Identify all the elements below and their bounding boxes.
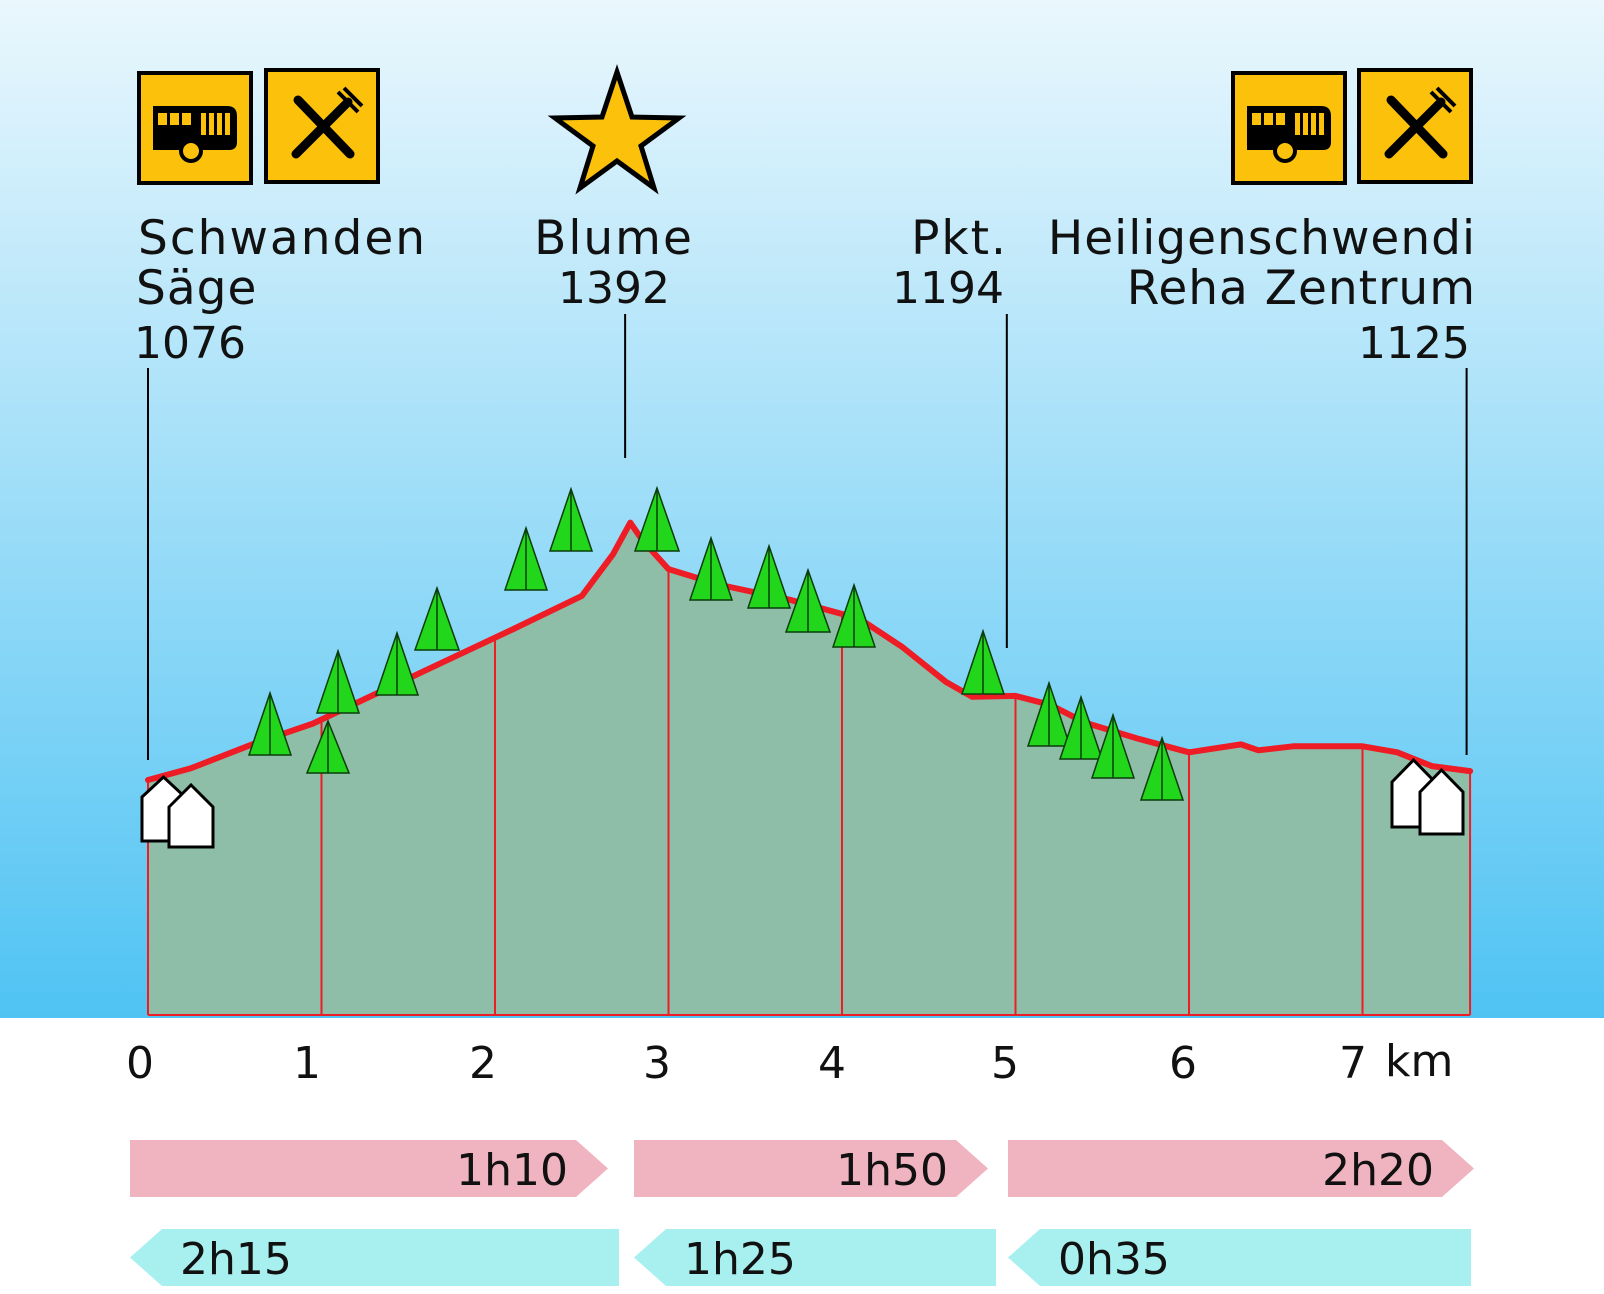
tree-icon: [960, 628, 1006, 695]
x-axis-unit: km: [1385, 1036, 1453, 1087]
forward-time-bar: 1h10: [130, 1140, 608, 1197]
forward-time-label: 2h20: [1322, 1145, 1434, 1196]
tree-icon: [374, 630, 420, 696]
waypoint-end-name-line1: Heiligenschwendi: [1048, 211, 1476, 266]
waypoint-point-name: Pkt.: [911, 211, 1008, 266]
houses-icon: [140, 774, 215, 849]
x-tick-label: 4: [818, 1038, 846, 1089]
settlement-markers: [140, 757, 1465, 849]
tree-icon: [315, 648, 361, 714]
tree-icon: [1090, 712, 1136, 779]
service-signs: [137, 68, 1473, 185]
tree-icon: [548, 486, 594, 552]
tree-icon: [688, 535, 734, 601]
tree-icon: [746, 543, 792, 609]
x-axis-ticks: 0 1 2 3 4 5 6 7: [126, 1038, 1367, 1089]
bus-icon: [137, 71, 253, 185]
waypoint-end-name-line2: Reha Zentrum: [1127, 261, 1476, 316]
x-tick-label: 7: [1339, 1038, 1367, 1089]
waypoint-point-elevation: 1194: [892, 263, 1004, 314]
waypoint-start-name-line1: Schwanden: [138, 211, 427, 266]
forward-time-label: 1h10: [456, 1145, 568, 1196]
bus-icon: [1231, 71, 1347, 185]
waypoint-end-elevation: 1125: [1358, 318, 1470, 369]
forward-time-bar: 2h20: [1008, 1140, 1474, 1197]
waypoint-leader-lines: [147, 314, 1468, 760]
star-icon: [547, 64, 687, 195]
tree-icon: [247, 690, 293, 756]
tree-icon: [1026, 680, 1072, 747]
restaurant-icon: [1357, 68, 1473, 184]
forest-markers: [247, 485, 1185, 801]
x-tick-label: 5: [991, 1038, 1019, 1089]
backward-time-bar: 1h25: [634, 1229, 996, 1286]
tree-icon: [503, 525, 549, 591]
x-tick-label: 3: [643, 1038, 671, 1089]
profile-line-layer: [145, 519, 1474, 783]
tree-icon: [1058, 694, 1104, 760]
tree-icon: [831, 582, 877, 648]
x-tick-label: 2: [469, 1038, 497, 1089]
x-tick-label: 1: [293, 1038, 321, 1089]
backward-time-label: 0h35: [1058, 1234, 1170, 1285]
forward-time-label: 1h50: [836, 1145, 948, 1196]
tree-icon: [633, 485, 681, 552]
waypoint-summit-name: Blume: [534, 211, 694, 266]
x-tick-label: 0: [126, 1038, 154, 1089]
waypoint-start-name-line2: Säge: [136, 261, 257, 316]
tree-icon: [784, 567, 832, 633]
backward-time-bar: 2h15: [130, 1229, 619, 1286]
backward-time-bar: 0h35: [1008, 1229, 1471, 1286]
restaurant-icon: [264, 68, 380, 184]
houses-icon: [1390, 757, 1465, 836]
walking-time-bars: 1h10 1h50 2h20 2h15 1h25 0h35: [130, 1140, 1474, 1286]
forward-time-bar: 1h50: [634, 1140, 988, 1197]
elevation-profile-line: [145, 519, 1474, 783]
x-tick-label: 6: [1169, 1038, 1197, 1089]
waypoint-start-elevation: 1076: [134, 318, 246, 369]
tree-icon: [413, 585, 461, 651]
backward-time-label: 1h25: [684, 1234, 796, 1285]
tree-icon: [305, 718, 351, 774]
backward-time-label: 2h15: [180, 1234, 292, 1285]
waypoint-summit-elevation: 1392: [558, 263, 670, 314]
tree-icon: [1139, 735, 1185, 801]
